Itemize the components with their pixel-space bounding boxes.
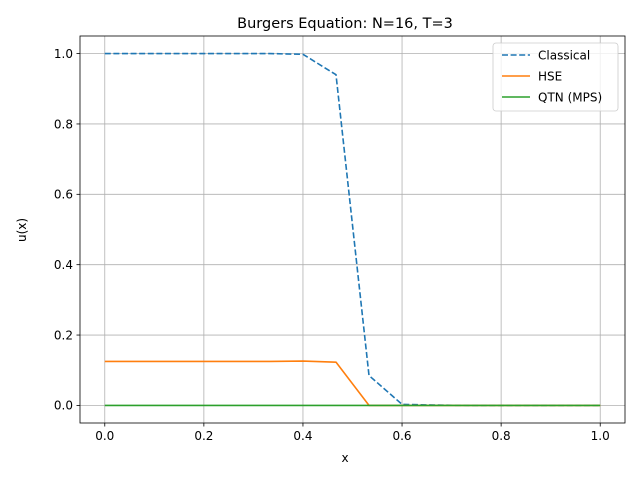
legend: Classical HSE QTN (MPS) (492, 42, 619, 112)
grid (80, 36, 625, 423)
x-axis-label: x (341, 451, 348, 465)
legend-label-0: Classical (538, 48, 590, 62)
legend-box (492, 42, 619, 112)
y-tick-label: 0.0 (54, 399, 73, 413)
y-tick-label: 0.2 (54, 328, 73, 342)
y-tick-label: 1.0 (54, 47, 73, 61)
x-tick-label: 0.6 (392, 429, 411, 443)
x-tick-label: 0.2 (194, 429, 213, 443)
y-tick-label: 0.8 (54, 117, 73, 131)
x-tick-label: 0.8 (492, 429, 511, 443)
chart-title: Burgers Equation: N=16, T=3 (237, 16, 453, 32)
x-tick-label: 1.0 (591, 429, 610, 443)
y-tick-label: 0.4 (54, 258, 73, 272)
legend-label-1: HSE (538, 69, 562, 83)
y-tick-label: 0.6 (54, 188, 73, 202)
plot-frame (79, 35, 626, 424)
y-axis-label: u(x) (15, 218, 29, 242)
series-lines (104, 52, 601, 407)
x-tick-label: 0.0 (95, 429, 114, 443)
x-tick-label: 0.4 (293, 429, 312, 443)
legend-label-2: QTN (MPS) (538, 90, 602, 104)
axis-ticks: 0.0 0.2 0.4 0.6 0.8 1.0 0.0 0.2 0.4 0.6 0.8 1.0 (54, 47, 610, 443)
